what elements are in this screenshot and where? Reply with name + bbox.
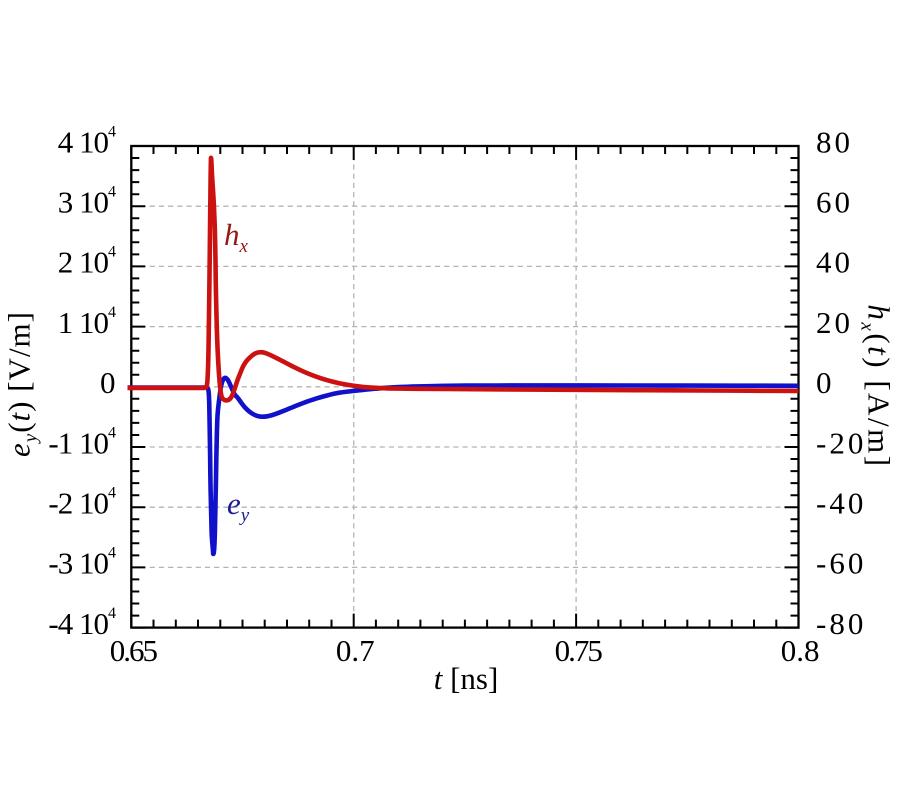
svg-text:80: 80 bbox=[816, 124, 853, 159]
svg-text:hx: hx bbox=[224, 217, 249, 257]
svg-text:-2 104: -2 104 bbox=[48, 485, 116, 521]
svg-text:3 104: 3 104 bbox=[58, 184, 116, 220]
svg-text:-4 104: -4 104 bbox=[48, 605, 116, 641]
svg-text:60: 60 bbox=[816, 185, 853, 220]
svg-text:-1 104: -1 104 bbox=[48, 424, 116, 460]
svg-text:0.7: 0.7 bbox=[336, 633, 375, 668]
svg-text:-40: -40 bbox=[816, 486, 866, 521]
svg-text:0: 0 bbox=[816, 365, 835, 400]
svg-text:ey: ey bbox=[227, 486, 250, 526]
svg-text:-20: -20 bbox=[816, 425, 866, 460]
svg-text:0.8: 0.8 bbox=[781, 633, 820, 668]
svg-text:0.75: 0.75 bbox=[555, 633, 603, 668]
svg-text:t [ns]: t [ns] bbox=[434, 661, 499, 696]
svg-text:40: 40 bbox=[816, 245, 853, 280]
svg-text:0: 0 bbox=[100, 365, 116, 400]
svg-text:-60: -60 bbox=[816, 546, 866, 581]
svg-text:-80: -80 bbox=[816, 606, 866, 641]
svg-text:20: 20 bbox=[816, 305, 853, 340]
svg-text:4 104: 4 104 bbox=[58, 123, 116, 159]
svg-text:1 104: 1 104 bbox=[58, 304, 116, 340]
svg-text:2 104: 2 104 bbox=[58, 244, 116, 280]
svg-text:-3 104: -3 104 bbox=[48, 545, 116, 581]
svg-text:ey(t) [V/m]: ey(t) [V/m] bbox=[2, 311, 42, 457]
svg-text:0.65: 0.65 bbox=[110, 633, 158, 668]
